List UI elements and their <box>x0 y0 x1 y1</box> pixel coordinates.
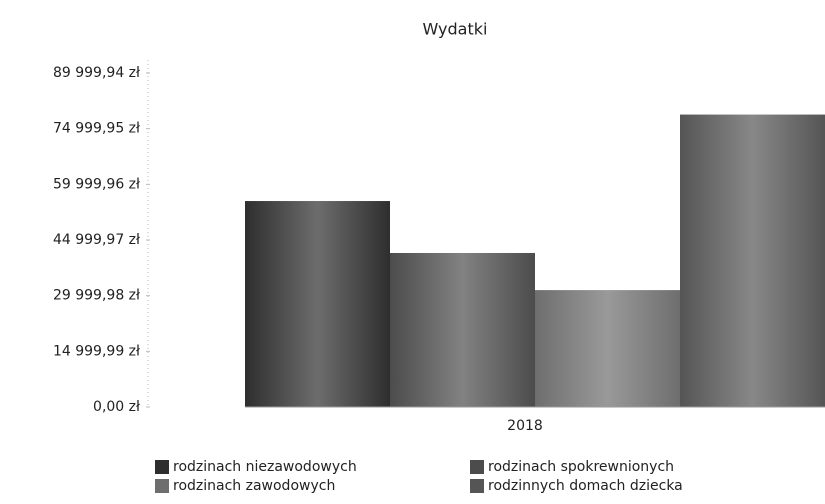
x-tick-label: 2018 <box>507 418 543 434</box>
legend-label: rodzinach niezawodowych <box>173 459 357 475</box>
y-tick-label: 0,00 zł <box>93 399 140 415</box>
legend-swatch <box>155 479 169 493</box>
y-tick-label: 14 999,99 zł <box>53 343 140 359</box>
bar <box>390 252 535 407</box>
y-tick-label: 89 999,94 zł <box>53 65 140 81</box>
legend-swatch <box>470 479 484 493</box>
legend-label: rodzinach zawodowych <box>173 478 335 494</box>
legend-swatch <box>155 460 169 474</box>
bar <box>680 114 825 408</box>
y-tick-label: 59 999,96 zł <box>53 176 140 192</box>
chart-title: Wydatki <box>423 20 488 39</box>
legend-label: rodzinnych domach dziecka <box>488 478 683 494</box>
bar <box>535 290 680 407</box>
bar <box>245 201 390 407</box>
y-tick-label: 44 999,97 zł <box>53 232 140 248</box>
y-tick-label: 29 999,98 zł <box>53 288 140 304</box>
legend-swatch <box>470 460 484 474</box>
legend-label: rodzinach spokrewnionych <box>488 459 674 475</box>
y-tick-label: 74 999,95 zł <box>53 121 140 137</box>
